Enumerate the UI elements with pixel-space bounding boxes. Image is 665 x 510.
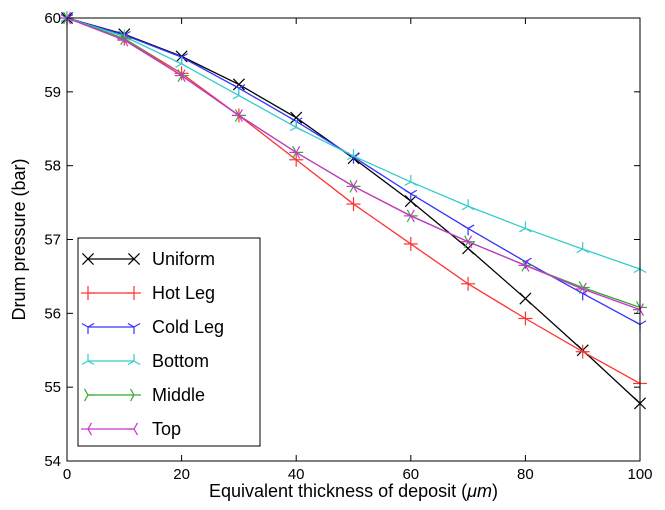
legend-label: Cold Leg xyxy=(152,317,224,337)
data-point xyxy=(175,56,188,68)
legend-marker xyxy=(81,286,95,300)
legend-item: Uniform xyxy=(81,249,215,269)
data-point xyxy=(404,174,418,186)
data-point xyxy=(633,303,645,317)
y-tick-label: 59 xyxy=(44,84,61,101)
legend-marker xyxy=(81,322,95,334)
legend-marker xyxy=(81,422,93,436)
y-axis-label: Drum pressure (bar) xyxy=(9,158,29,320)
legend: Uniform Hot Leg Cold Leg Bottom Middle Top xyxy=(77,237,261,447)
data-point xyxy=(404,189,418,201)
legend-marker xyxy=(81,354,95,366)
data-point xyxy=(519,221,532,233)
legend-item: Bottom xyxy=(81,351,209,371)
data-point xyxy=(175,50,188,63)
x-tick-label: 0 xyxy=(63,466,71,483)
legend-marker xyxy=(127,286,141,300)
series-bottom xyxy=(60,11,647,274)
x-tick-label: 40 xyxy=(288,466,305,483)
legend-item: Top xyxy=(81,419,181,439)
legend-marker xyxy=(127,322,141,334)
x-tick-label: 60 xyxy=(402,466,419,483)
data-point xyxy=(290,111,303,124)
data-point xyxy=(575,344,590,359)
legend-item: Middle xyxy=(83,385,205,405)
data-point xyxy=(461,235,473,249)
x-axis-label: Equivalent thickness of deposit (μm) xyxy=(209,481,498,501)
data-point xyxy=(232,78,245,91)
data-point xyxy=(289,120,303,132)
x-tick-label: 80 xyxy=(517,466,534,483)
legend-marker xyxy=(127,422,139,436)
data-point xyxy=(461,224,475,236)
data-point xyxy=(461,276,476,291)
data-point xyxy=(289,152,304,167)
x-tick-label: 100 xyxy=(627,466,652,483)
series-top xyxy=(60,11,645,317)
data-point xyxy=(60,11,72,25)
y-tick-label: 55 xyxy=(44,379,61,396)
legend-marker xyxy=(127,354,141,366)
legend-marker xyxy=(127,252,141,266)
data-point xyxy=(461,199,475,211)
legend-label: Hot Leg xyxy=(152,283,215,303)
data-point xyxy=(518,258,530,272)
legend-label: Middle xyxy=(152,385,205,405)
y-tick-label: 54 xyxy=(44,453,61,470)
y-tick-label: 57 xyxy=(44,232,61,249)
legend-item: Hot Leg xyxy=(81,283,215,303)
legend-label: Top xyxy=(152,419,181,439)
data-point xyxy=(404,195,417,208)
data-point xyxy=(518,311,533,326)
data-point xyxy=(575,282,587,296)
legend-label: Bottom xyxy=(152,351,209,371)
legend-marker xyxy=(129,388,141,402)
data-point xyxy=(403,209,415,223)
data-point xyxy=(346,179,358,193)
data-point xyxy=(519,292,532,305)
data-point xyxy=(231,109,243,122)
data-point xyxy=(346,197,361,212)
legend-item: Cold Leg xyxy=(81,317,224,337)
data-point xyxy=(403,236,418,251)
ticks-layer: 0 20 40 60 80 100 54 55 56 57 58 59 60 xyxy=(44,10,652,483)
data-point xyxy=(576,242,590,254)
y-tick-label: 56 xyxy=(44,305,61,322)
legend-box xyxy=(77,237,261,447)
legend-marker xyxy=(81,252,95,266)
data-point xyxy=(462,242,475,255)
data-point xyxy=(289,146,301,159)
legend-label: Uniform xyxy=(152,249,215,269)
x-tick-label: 20 xyxy=(173,466,190,483)
data-point xyxy=(117,33,129,47)
data-point xyxy=(232,88,246,100)
data-point xyxy=(174,69,186,82)
series-layer xyxy=(60,11,647,410)
data-point xyxy=(347,149,360,161)
legend-marker xyxy=(83,388,95,402)
y-tick-label: 58 xyxy=(44,158,61,175)
y-tick-label: 60 xyxy=(44,10,61,27)
